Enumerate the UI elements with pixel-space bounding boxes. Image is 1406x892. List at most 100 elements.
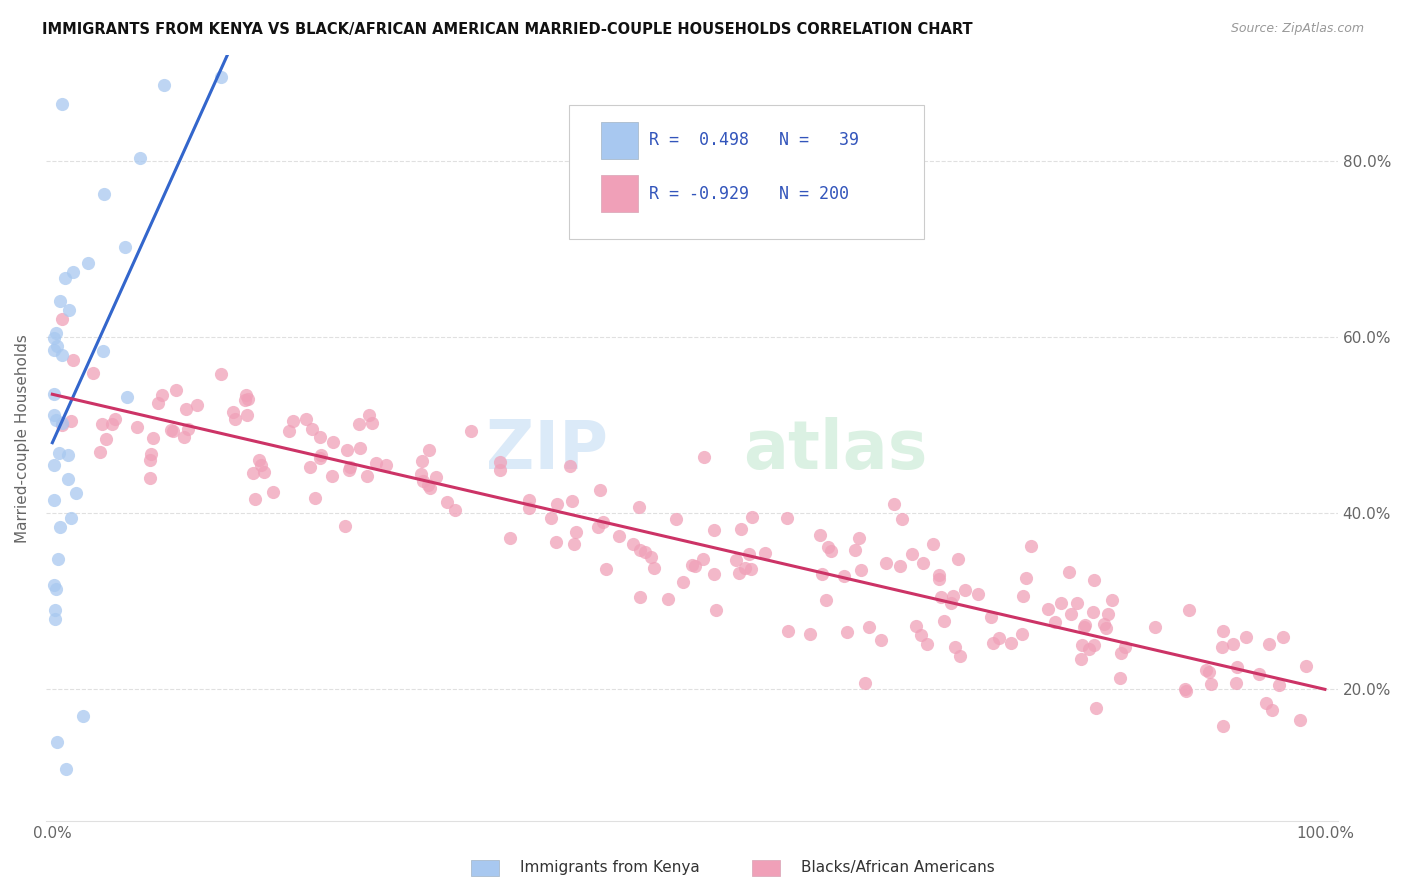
Point — [141, 447, 163, 461]
Point — [915, 637, 938, 651]
Text: Immigrants from Kenya: Immigrants from Kenya — [520, 860, 700, 874]
Point — [634, 545, 657, 559]
Point — [657, 591, 679, 606]
Point — [740, 561, 762, 575]
Point — [1143, 620, 1166, 634]
Point — [1289, 713, 1312, 727]
Point — [928, 568, 950, 582]
Point — [1109, 646, 1132, 660]
Point — [1101, 593, 1123, 607]
Point — [115, 390, 138, 404]
Point — [891, 511, 914, 525]
Point — [737, 547, 759, 561]
Point — [1073, 620, 1095, 634]
Point — [51, 348, 73, 362]
Bar — [471, 860, 499, 876]
Point — [238, 392, 260, 406]
Point — [489, 455, 512, 469]
Point — [1059, 607, 1081, 621]
Point — [883, 497, 905, 511]
Point — [939, 596, 962, 610]
Point — [60, 414, 83, 428]
Point — [411, 467, 433, 482]
Point — [1261, 703, 1284, 717]
Point — [242, 466, 264, 480]
Point — [209, 367, 232, 381]
Point — [295, 411, 318, 425]
Point — [152, 78, 174, 92]
Point — [58, 302, 80, 317]
Point — [848, 531, 870, 545]
Text: ZIP: ZIP — [486, 417, 607, 483]
Point — [664, 512, 686, 526]
Point — [162, 424, 184, 438]
Point — [309, 448, 332, 462]
Point — [72, 708, 94, 723]
Point — [811, 567, 834, 582]
Point — [953, 582, 976, 597]
Point — [59, 511, 82, 525]
Point — [1225, 676, 1247, 690]
Point — [607, 528, 630, 542]
Point — [628, 542, 651, 557]
Point — [949, 649, 972, 664]
Point — [412, 475, 434, 489]
Point — [621, 537, 644, 551]
Point — [588, 520, 610, 534]
Point — [844, 542, 866, 557]
Point — [142, 431, 165, 445]
Point — [44, 603, 66, 617]
FancyBboxPatch shape — [569, 105, 924, 239]
Bar — [752, 860, 780, 876]
Point — [44, 612, 66, 626]
Point — [1114, 640, 1136, 654]
Point — [1222, 637, 1244, 651]
Point — [176, 402, 198, 417]
Point — [815, 593, 838, 607]
Point — [278, 425, 301, 439]
Point — [1295, 659, 1317, 673]
Point — [139, 471, 162, 485]
Point — [42, 387, 65, 401]
Point — [595, 562, 617, 576]
Point — [1038, 602, 1060, 616]
Text: Source: ZipAtlas.com: Source: ZipAtlas.com — [1230, 22, 1364, 36]
Point — [1083, 638, 1105, 652]
Point — [776, 511, 799, 525]
Point — [1195, 664, 1218, 678]
Point — [889, 559, 911, 574]
Point — [1077, 641, 1099, 656]
Point — [1212, 719, 1234, 733]
Point — [56, 448, 79, 462]
Point — [1109, 671, 1132, 685]
Point — [727, 566, 749, 581]
Text: atlas: atlas — [744, 417, 928, 483]
Point — [42, 408, 65, 422]
Point — [356, 468, 378, 483]
Point — [1175, 684, 1198, 698]
Point — [349, 442, 371, 456]
Point — [51, 96, 73, 111]
Point — [53, 271, 76, 285]
Point — [44, 343, 66, 357]
Point — [418, 478, 440, 492]
Point — [592, 515, 614, 529]
Point — [1066, 596, 1088, 610]
Point — [946, 551, 969, 566]
Point — [77, 256, 100, 270]
Point — [564, 537, 586, 551]
Point — [49, 520, 72, 534]
Point — [1268, 678, 1291, 692]
Point — [1198, 665, 1220, 679]
Point — [643, 561, 665, 575]
Point — [517, 500, 540, 515]
Point — [540, 510, 562, 524]
Point — [209, 70, 232, 85]
Point — [148, 396, 170, 410]
Text: Blacks/African Americans: Blacks/African Americans — [801, 860, 995, 874]
Point — [640, 550, 662, 565]
Text: R =  0.498   N =   39: R = 0.498 N = 39 — [650, 131, 859, 149]
Point — [339, 460, 361, 475]
Point — [65, 486, 87, 500]
Point — [127, 420, 149, 434]
